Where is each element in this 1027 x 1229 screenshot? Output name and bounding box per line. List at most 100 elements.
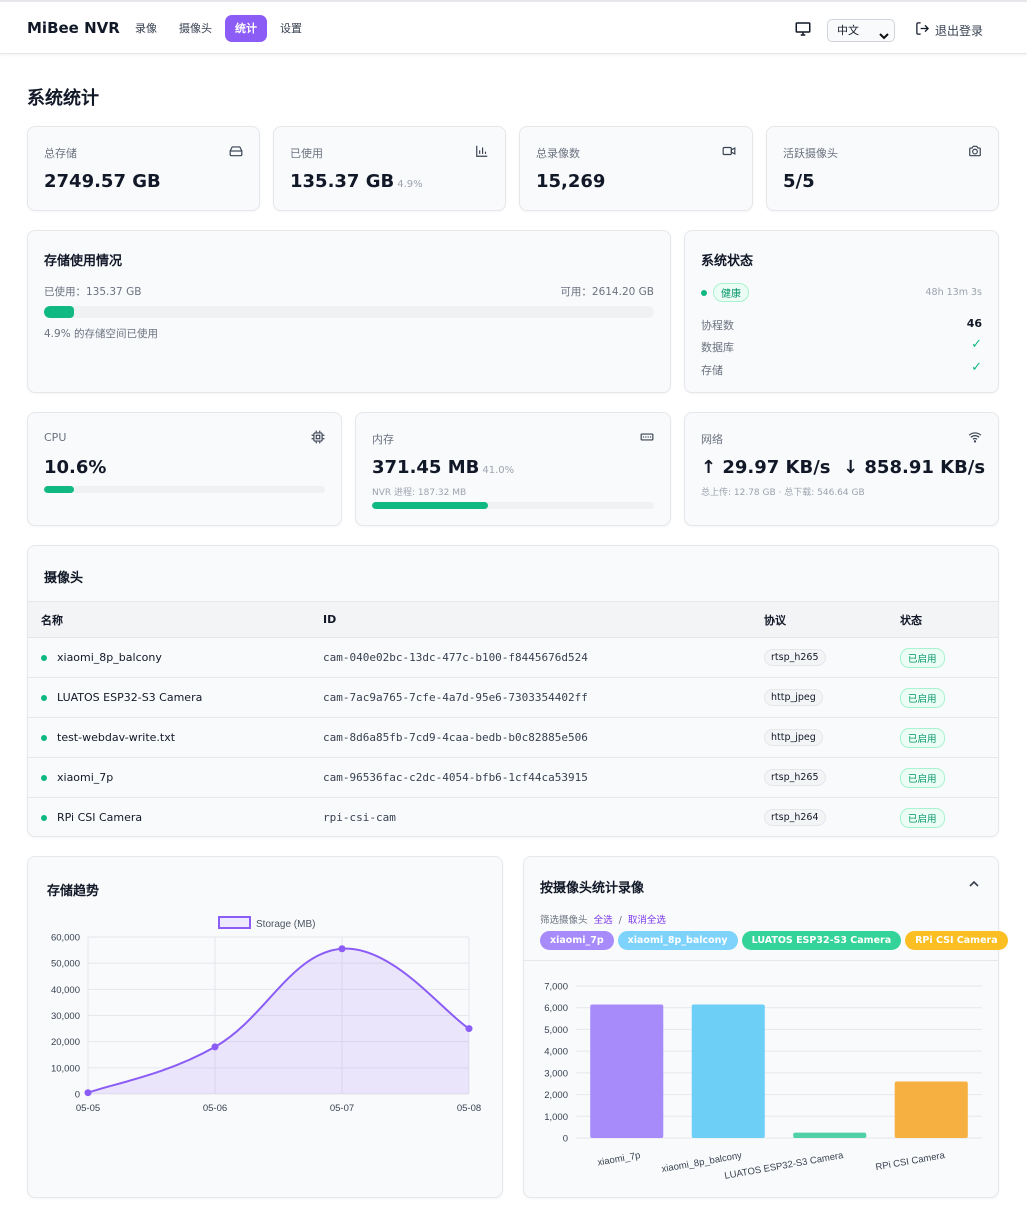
cameras-card: 摄像头 名称 ID 协议 状态 xiaomi_8p_balcony cam-04…: [27, 545, 999, 837]
y-tick-label: 0: [563, 1134, 568, 1145]
nav-statistics[interactable]: 统计: [225, 15, 267, 42]
camera-id: rpi-csi-cam: [323, 811, 396, 825]
stat-label: 总录像数: [536, 147, 580, 160]
y-tick-label: 10,000: [51, 1063, 80, 1074]
camera-name: xiaomi_7p: [57, 771, 114, 784]
table-row[interactable]: RPi CSI Camera rpi-csi-cam rtsp_h264 已启用: [28, 798, 998, 837]
protocol-badge: rtsp_h264: [764, 809, 826, 827]
camera-id: cam-96536fac-c2dc-4054-bfb6-1cf44ca53915: [310, 757, 751, 798]
camera-name: xiaomi_8p_balcony: [57, 651, 162, 664]
nav-settings[interactable]: 设置: [280, 22, 302, 35]
check-icon: ✓: [971, 360, 982, 375]
status-dot: [41, 695, 47, 701]
language-select[interactable]: 中文: [827, 19, 895, 42]
camera-name: RPi CSI Camera: [57, 811, 143, 825]
table-row[interactable]: xiaomi_7p cam-96536fac-c2dc-4054-bfb6-1c…: [28, 757, 998, 798]
x-tick-label: 05-05: [76, 1103, 100, 1114]
storage-usage-card: 存储使用情况 已使用：135.37 GB 可用：2614.20 GB 4.9% …: [27, 230, 671, 393]
table-header-row: 名称 ID 协议 状态: [28, 601, 998, 638]
storage-caption: 4.9% 的存储空间已使用: [44, 328, 159, 340]
camera-chip[interactable]: xiaomi_7p: [540, 931, 614, 950]
column-header-name: 名称: [28, 601, 310, 638]
goroutines-row: 协程数 46: [701, 317, 982, 333]
y-tick-label: 30,000: [51, 1011, 80, 1022]
status-cell: 已启用: [887, 637, 998, 678]
cpu-icon: [311, 430, 325, 444]
status-cell: 已启用: [887, 798, 998, 837]
y-tick-label: 5,000: [544, 1025, 568, 1036]
database-label: 数据库: [701, 341, 734, 354]
stat-label: 已使用: [290, 147, 323, 160]
available-text: 可用：2614.20 GB: [560, 286, 654, 298]
camera-icon: [968, 144, 982, 158]
y-tick-label: 0: [75, 1090, 80, 1101]
cpu-progress-fill: [44, 486, 74, 493]
goroutines-label: 协程数: [701, 319, 734, 332]
camera-chip[interactable]: RPi CSI Camera: [905, 931, 1008, 950]
x-tick-label: xiaomi_7p: [597, 1150, 642, 1168]
recordings-card: 总录像数 15,269: [519, 126, 753, 211]
network-totals: 总上传: 12.78 GB · 总下载: 546.64 GB: [701, 488, 865, 498]
stat-value: 15,269: [536, 171, 606, 192]
health-row: 健康: [701, 283, 749, 302]
status-cell: 已启用: [887, 717, 998, 758]
table-row[interactable]: xiaomi_8p_balcony cam-040e02bc-13dc-477c…: [28, 637, 998, 678]
bar: [691, 1004, 765, 1138]
memory-progress-bar: [372, 502, 654, 509]
memory-value: 371.45 MB: [372, 457, 480, 478]
stat-label: CPU: [44, 431, 67, 444]
status-badge: 已启用: [900, 727, 945, 748]
camera-name-cell: xiaomi_8p_balcony: [28, 637, 310, 678]
collapse-chevron-up-icon[interactable]: [968, 878, 980, 892]
memory-icon: [640, 430, 654, 444]
status-badge: 已启用: [900, 687, 945, 708]
logout-label: 退出登录: [935, 23, 984, 38]
network-speeds: ↑ 29.97 KB/s ↓ 858.91 KB/s: [701, 457, 985, 478]
stat-value: 2749.57 GB: [44, 171, 161, 192]
nvr-process: NVR 进程: 187.32 MB: [372, 488, 467, 498]
bar-chart-icon: [475, 144, 489, 158]
protocol-badge: rtsp_h265: [764, 769, 826, 786]
wifi-icon: [968, 430, 982, 444]
logout-icon: [915, 21, 930, 39]
network-card: 网络 ↑ 29.97 KB/s ↓ 858.91 KB/s 总上传: 12.78…: [684, 412, 999, 526]
health-dot: [701, 289, 707, 296]
data-point: [465, 1025, 473, 1033]
cameras-table: 名称 ID 协议 状态 xiaomi_8p_balcony cam-040e02…: [28, 601, 998, 837]
system-status-card: 系统状态 健康 48h 13m 3s 协程数 46 数据库 ✓ 存储 ✓: [684, 230, 999, 393]
nav-recordings[interactable]: 录像: [135, 22, 157, 35]
y-tick-label: 20,000: [51, 1037, 80, 1048]
camera-chip[interactable]: LUATOS ESP32-S3 Camera: [741, 931, 902, 950]
nav-cameras[interactable]: 摄像头: [179, 22, 212, 35]
status-badge: 已启用: [900, 647, 945, 668]
y-tick-label: 6,000: [544, 1003, 568, 1014]
table-row[interactable]: LUATOS ESP32-S3 Camera cam-7ac9a765-7cfe…: [28, 677, 998, 718]
brand-logo[interactable]: MiBee NVR: [27, 19, 120, 37]
chevron-down-icon: [879, 27, 889, 48]
series-line: [87, 947, 470, 1094]
camera-chip[interactable]: xiaomi_8p_balcony: [617, 931, 738, 950]
status-badge: 已启用: [900, 807, 945, 828]
language-value: 中文: [837, 24, 859, 37]
camera-name: test-webdav-write.txt: [57, 731, 176, 744]
monitor-icon[interactable]: [794, 20, 812, 38]
card-title: 按摄像头统计录像: [540, 881, 645, 896]
page-title: 系统统计: [27, 88, 99, 109]
data-point: [338, 945, 346, 953]
status-cell: 已启用: [887, 677, 998, 718]
storage-progress-bar: [44, 306, 654, 318]
hard-drive-icon: [229, 144, 243, 158]
select-all-link[interactable]: 全选: [593, 915, 613, 926]
x-tick-label: 05-07: [330, 1103, 354, 1114]
camera-name: LUATOS ESP32-S3 Camera: [57, 691, 203, 704]
camera-filter-chips: xiaomi_7p xiaomi_8p_balcony LUATOS ESP32-S…: [540, 931, 1012, 950]
protocol-badge: http_jpeg: [764, 689, 823, 706]
total-storage-card: 总存储 2749.57 GB: [27, 126, 260, 211]
y-tick-label: 3,000: [544, 1068, 568, 1079]
protocol-cell: http_jpeg: [751, 717, 887, 758]
table-row[interactable]: test-webdav-write.txt cam-8d6a85fb-7cd9-…: [28, 717, 998, 758]
logout-button[interactable]: 退出登录: [915, 20, 983, 40]
stat-value: 5/5: [783, 171, 815, 192]
data-point: [84, 1089, 92, 1097]
deselect-all-link[interactable]: 取消全选: [627, 915, 666, 926]
